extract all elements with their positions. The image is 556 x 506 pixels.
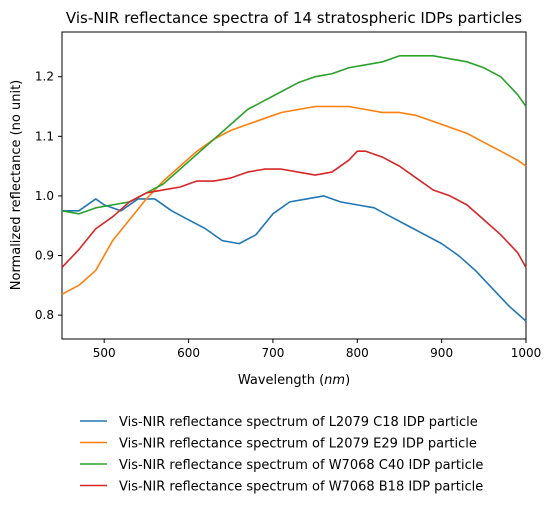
- legend: Vis-NIR reflectance spectrum of L2079 C1…: [80, 415, 483, 495]
- plot-frame: [61, 31, 527, 340]
- legend-label-3: Vis-NIR reflectance spectrum of W7068 C4…: [119, 458, 483, 473]
- legend-label-1: Vis-NIR reflectance spectrum of L2079 C1…: [119, 415, 478, 430]
- x-axis-label-close: ): [345, 373, 350, 388]
- series-layer: [61, 55, 527, 322]
- x-axis-label: Wavelength (nm): [238, 373, 350, 388]
- series-line-2: [61, 105, 527, 295]
- x-axis: 500 600 700 800 900 1000: [93, 339, 542, 360]
- legend-label-2: Vis-NIR reflectance spectrum of L2079 E2…: [119, 437, 477, 452]
- x-tick-label-1: 500: [93, 346, 116, 360]
- series-line-4: [61, 150, 527, 269]
- plot-area: [61, 31, 527, 340]
- y-tick-label-5: 1.2: [35, 70, 54, 84]
- x-tick-label-3: 700: [261, 346, 284, 360]
- y-tick-label-1: 0.8: [35, 308, 54, 322]
- series-line-1: [62, 195, 527, 322]
- y-axis-label: Normalized reflectance (no unit): [9, 80, 24, 290]
- x-tick-label-4: 800: [346, 346, 369, 360]
- y-axis: 0.8 0.9 1.0 1.1 1.2: [35, 70, 62, 322]
- x-tick-label-2: 600: [177, 346, 200, 360]
- y-tick-label-4: 1.1: [35, 129, 54, 143]
- y-tick-label-2: 0.9: [35, 249, 54, 263]
- x-tick-label-6: 1000: [511, 346, 542, 360]
- x-axis-label-text: Wavelength (: [238, 373, 324, 388]
- x-axis-label-unit: nm: [324, 373, 345, 388]
- x-tick-label-5: 900: [430, 346, 453, 360]
- legend-label-4: Vis-NIR reflectance spectrum of W7068 B1…: [119, 480, 483, 495]
- chart-title: Vis-NIR reflectance spectra of 14 strato…: [66, 9, 522, 27]
- y-tick-label-3: 1.0: [35, 189, 54, 203]
